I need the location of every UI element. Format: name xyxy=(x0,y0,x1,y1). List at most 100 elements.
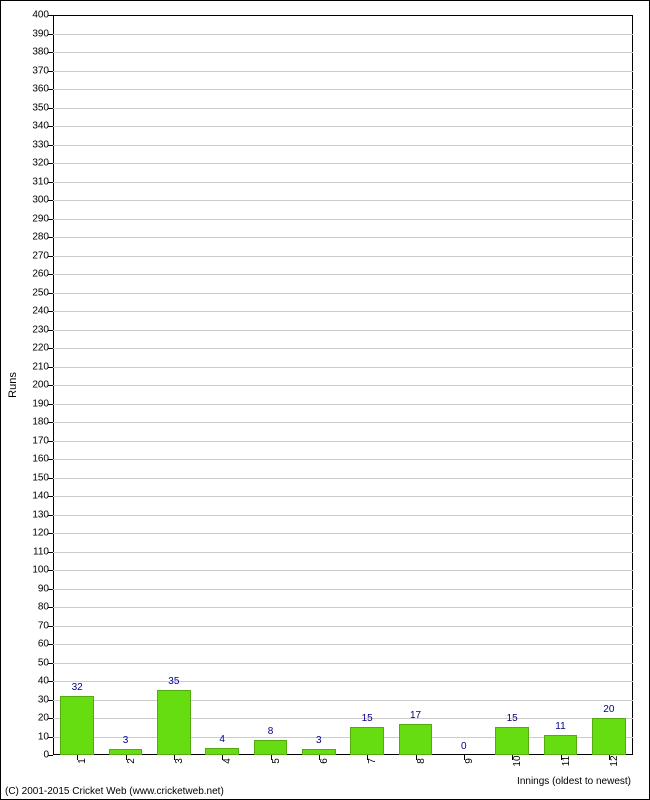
ytick-label: 350 xyxy=(9,102,49,113)
xtick-label: 7 xyxy=(367,758,378,764)
x-axis-title: Innings (oldest to newest) xyxy=(517,776,631,787)
ytick-label: 140 xyxy=(9,491,49,502)
gridline xyxy=(53,533,633,534)
ytick-label: 320 xyxy=(9,158,49,169)
gridline xyxy=(53,607,633,608)
bar xyxy=(399,724,433,755)
gridline xyxy=(53,348,633,349)
ytick-label: 220 xyxy=(9,343,49,354)
ytick-label: 90 xyxy=(9,583,49,594)
xtick-label: 2 xyxy=(126,758,137,764)
xtick-label: 3 xyxy=(174,758,185,764)
bar-value-label: 0 xyxy=(461,741,467,752)
bar xyxy=(592,718,626,755)
bar-value-label: 3 xyxy=(316,735,322,746)
ytick-label: 270 xyxy=(9,250,49,261)
ytick-label: 120 xyxy=(9,528,49,539)
gridline xyxy=(53,459,633,460)
bar-value-label: 11 xyxy=(555,721,565,732)
gridline xyxy=(53,34,633,35)
bar-value-label: 15 xyxy=(362,713,373,724)
footer-copyright: (C) 2001-2015 Cricket Web (www.cricketwe… xyxy=(5,786,224,797)
gridline xyxy=(53,718,633,719)
gridline xyxy=(53,237,633,238)
ytick-label: 40 xyxy=(9,676,49,687)
bar xyxy=(205,748,239,755)
bar-value-label: 17 xyxy=(410,710,421,721)
bar-value-label: 32 xyxy=(72,682,83,693)
xtick-label: 1 xyxy=(77,758,88,764)
ytick-label: 360 xyxy=(9,84,49,95)
gridline xyxy=(53,663,633,664)
ytick-label: 250 xyxy=(9,287,49,298)
xtick-label: 5 xyxy=(271,758,282,764)
xtick-label: 6 xyxy=(319,758,330,764)
bar xyxy=(544,735,578,755)
ytick-label: 60 xyxy=(9,639,49,650)
ytick-label: 310 xyxy=(9,176,49,187)
gridline xyxy=(53,256,633,257)
ytick-label: 10 xyxy=(9,731,49,742)
bar xyxy=(157,690,191,755)
ytick-label: 0 xyxy=(9,750,49,761)
ytick-label: 290 xyxy=(9,213,49,224)
gridline xyxy=(53,515,633,516)
gridline xyxy=(53,89,633,90)
bar-value-label: 15 xyxy=(507,713,518,724)
ytick-label: 210 xyxy=(9,361,49,372)
ytick-label: 370 xyxy=(9,65,49,76)
gridline xyxy=(53,626,633,627)
gridline xyxy=(53,52,633,53)
ytick-label: 400 xyxy=(9,10,49,21)
ytick-label: 110 xyxy=(9,546,49,557)
gridline xyxy=(53,422,633,423)
gridline xyxy=(53,681,633,682)
xtick-label: 11 xyxy=(561,756,572,766)
gridline xyxy=(53,367,633,368)
xtick-label: 9 xyxy=(464,758,475,764)
ytick-label: 20 xyxy=(9,713,49,724)
ytick-label: 280 xyxy=(9,232,49,243)
ytick-label: 190 xyxy=(9,398,49,409)
gridline xyxy=(53,644,633,645)
bar xyxy=(495,727,529,755)
ytick-label: 340 xyxy=(9,121,49,132)
gridline xyxy=(53,163,633,164)
gridline xyxy=(53,552,633,553)
bar-value-label: 4 xyxy=(219,734,225,745)
gridline xyxy=(53,404,633,405)
xtick-label: 8 xyxy=(416,758,427,764)
gridline xyxy=(53,219,633,220)
bar-value-label: 8 xyxy=(268,726,274,737)
xtick-label: 10 xyxy=(512,755,523,766)
xtick-label: 4 xyxy=(222,758,233,764)
gridline xyxy=(53,311,633,312)
bar-value-label: 35 xyxy=(168,676,179,687)
ytick-label: 150 xyxy=(9,472,49,483)
plot-area: 32 3 35 4 8 3 15 17 0 15 11 20 xyxy=(53,15,633,755)
gridline xyxy=(53,274,633,275)
ytick-label: 200 xyxy=(9,380,49,391)
ytick-label: 80 xyxy=(9,602,49,613)
ytick-label: 300 xyxy=(9,195,49,206)
ytick-label: 180 xyxy=(9,417,49,428)
ytick-label: 230 xyxy=(9,324,49,335)
gridline xyxy=(53,496,633,497)
ytick-label: 160 xyxy=(9,454,49,465)
bar-value-label: 3 xyxy=(123,735,129,746)
bar xyxy=(60,696,94,755)
bar-value-label: 20 xyxy=(603,704,614,715)
ytick-label: 380 xyxy=(9,47,49,58)
gridline xyxy=(53,441,633,442)
gridline xyxy=(53,478,633,479)
ytick-label: 170 xyxy=(9,435,49,446)
gridline xyxy=(53,385,633,386)
ytick-label: 30 xyxy=(9,694,49,705)
ytick-label: 390 xyxy=(9,28,49,39)
bar xyxy=(254,740,288,755)
ytick-label: 50 xyxy=(9,657,49,668)
gridline xyxy=(53,589,633,590)
ytick-label: 240 xyxy=(9,306,49,317)
chart-container: Runs 3233548315170151120 Innings (oldest… xyxy=(0,0,650,800)
gridline xyxy=(53,108,633,109)
